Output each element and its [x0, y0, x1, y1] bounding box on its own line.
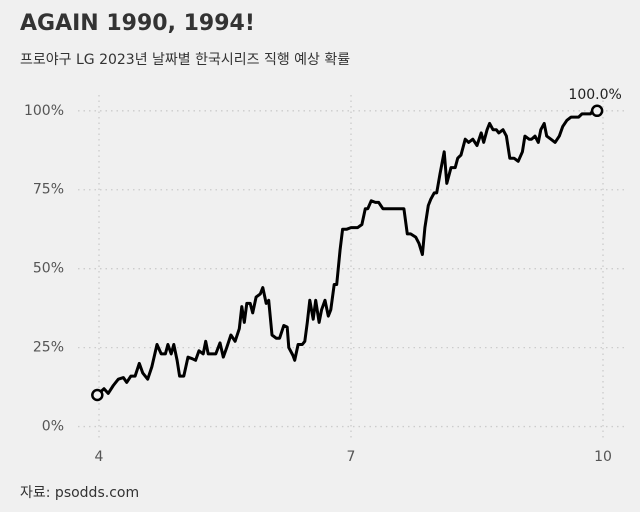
x-tick-label: 7 — [347, 449, 356, 465]
end-marker — [91, 388, 104, 402]
line — [96, 109, 598, 397]
y-tick-label: 100% — [24, 103, 64, 119]
x-tick-label: 10 — [594, 449, 612, 465]
source: 자료: psodds.com — [20, 485, 139, 501]
y-tick-label: 50% — [33, 261, 64, 277]
chart-subtitle: 프로야구 LG 2023년 날짜별 한국시리즈 직행 예상 확률 — [20, 52, 350, 68]
chart-title: AGAIN 1990, 1994! — [20, 11, 255, 36]
y-tick-label: 75% — [33, 182, 64, 198]
annotation: 100.0% — [568, 87, 621, 103]
y-tick-label: 0% — [42, 419, 64, 435]
x-tick-label: 4 — [95, 449, 104, 465]
y-tick-label: 25% — [33, 340, 64, 356]
end-marker — [590, 104, 604, 118]
